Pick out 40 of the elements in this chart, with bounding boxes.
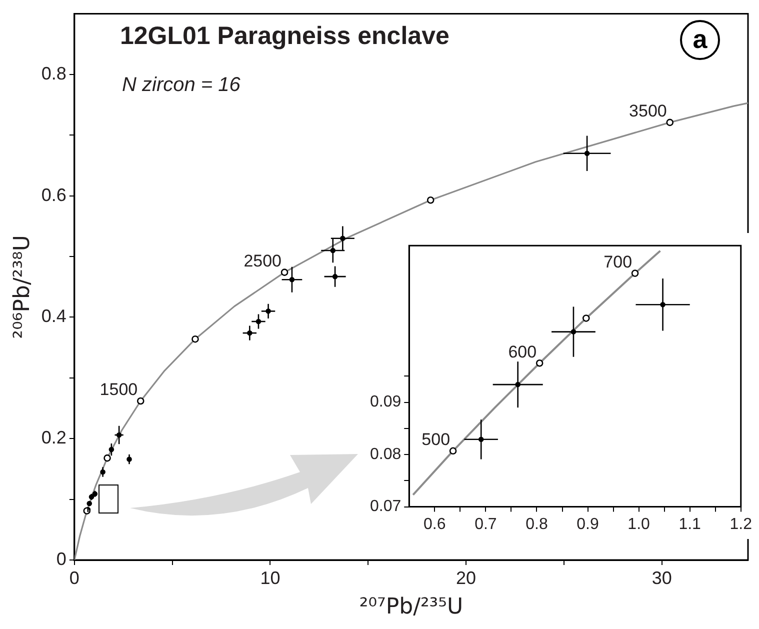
y-tick-label: 0.07 — [370, 498, 402, 516]
x-tick-label: 30 — [652, 568, 672, 588]
circle-outline: a — [680, 20, 720, 60]
point — [104, 454, 111, 462]
point — [536, 359, 544, 367]
x-tick-label: 1.0 — [628, 516, 650, 533]
annotation: 700 — [604, 252, 632, 272]
point — [136, 397, 144, 405]
y-tick-label: 0.8 — [41, 63, 66, 84]
annotation: 600 — [508, 342, 537, 362]
y-tick-label: 0.09 — [370, 394, 402, 411]
annotation: 3500 — [629, 102, 667, 121]
point — [449, 447, 457, 455]
annotation: 2500 — [244, 252, 282, 271]
x-tick-label: 20 — [456, 568, 476, 588]
point — [666, 118, 674, 126]
x-tick-label: 10 — [260, 568, 280, 588]
y-tick-label: 0 — [56, 548, 66, 569]
annotation: 500 — [422, 430, 450, 450]
x-tick-label: 0.7 — [474, 516, 497, 533]
point — [426, 196, 434, 204]
annotation: 1500 — [100, 380, 138, 400]
y-tick-label: 0.08 — [370, 446, 402, 463]
y-tick-label: 0.2 — [41, 428, 66, 448]
y-axis-title: ²⁰⁶Pb/²³⁸U — [10, 235, 35, 339]
point — [631, 270, 639, 277]
point — [280, 268, 288, 276]
x-tick-label: 1.2 — [730, 516, 752, 533]
point — [582, 314, 590, 322]
x-axis-title: ²⁰⁷Pb/²³⁵U — [359, 594, 464, 620]
x-tick-label: 0 — [69, 568, 80, 588]
x-tick-label: 0.9 — [576, 516, 599, 533]
y-tick-label: 0.4 — [41, 306, 66, 326]
x-tick-label: 0.6 — [424, 516, 446, 533]
x-tick-label: 1.1 — [678, 516, 702, 533]
point — [192, 335, 199, 343]
chart-title: 12GL01 Paragneiss enclave — [120, 22, 450, 51]
y-tick-label: 0.6 — [41, 184, 66, 205]
x-tick-label: 0.8 — [526, 516, 548, 533]
text: N zircon = 16 — [122, 74, 240, 97]
